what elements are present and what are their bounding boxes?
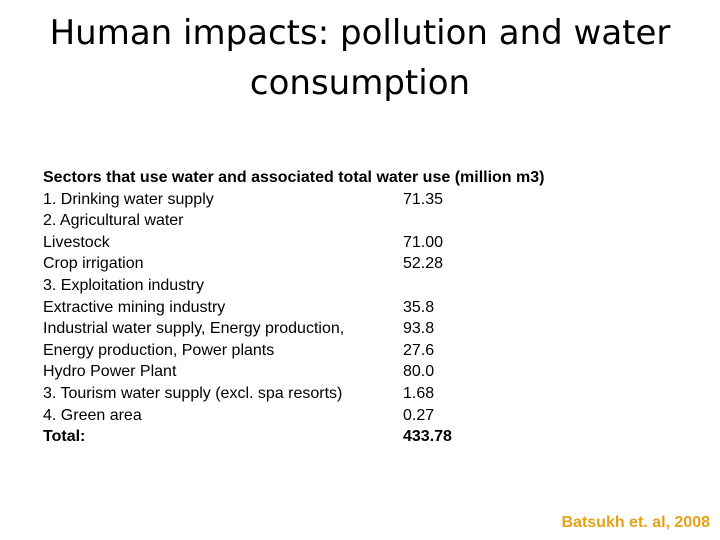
sector-label: 3. Exploitation industry bbox=[43, 276, 204, 294]
sector-label: 1. Drinking water supply bbox=[43, 190, 214, 208]
sector-value: 71.00 bbox=[403, 233, 444, 251]
total-label: Total: bbox=[43, 428, 86, 446]
sector-value: 0.27 bbox=[403, 406, 435, 424]
sector-label: Extractive mining industry bbox=[43, 298, 226, 316]
sector-value: 93.8 bbox=[403, 320, 435, 338]
sector-value: 52.28 bbox=[403, 255, 444, 273]
sector-label: Hydro Power Plant bbox=[43, 363, 177, 381]
table-header-text: Sectors that use water and associated to… bbox=[43, 169, 545, 186]
sector-label: Energy production, Power plants bbox=[43, 341, 275, 359]
sector-value: 71.35 bbox=[403, 190, 444, 208]
sector-label: 2. Agricultural water bbox=[43, 212, 184, 230]
sector-value: 80.0 bbox=[403, 363, 435, 381]
sector-value: 27.6 bbox=[403, 341, 435, 359]
slide-title: Human impacts: pollution and water consu… bbox=[40, 8, 680, 108]
citation: Batsukh et. al, 2008 bbox=[561, 514, 710, 531]
total-value: 433.78 bbox=[403, 428, 452, 446]
sector-label: 4. Green area bbox=[43, 406, 142, 424]
slide-title-line-1: Human impacts: pollution and water bbox=[49, 13, 671, 53]
sector-label: Crop irrigation bbox=[43, 255, 144, 273]
sector-label: Livestock bbox=[43, 233, 110, 251]
sector-value: 35.8 bbox=[403, 298, 435, 316]
slide-title-line-2: consumption bbox=[249, 63, 471, 103]
sector-label: 3. Tourism water supply (excl. spa resor… bbox=[43, 384, 343, 402]
sector-label: Industrial water supply, Energy producti… bbox=[43, 320, 345, 338]
sector-value: 1.68 bbox=[403, 384, 435, 402]
